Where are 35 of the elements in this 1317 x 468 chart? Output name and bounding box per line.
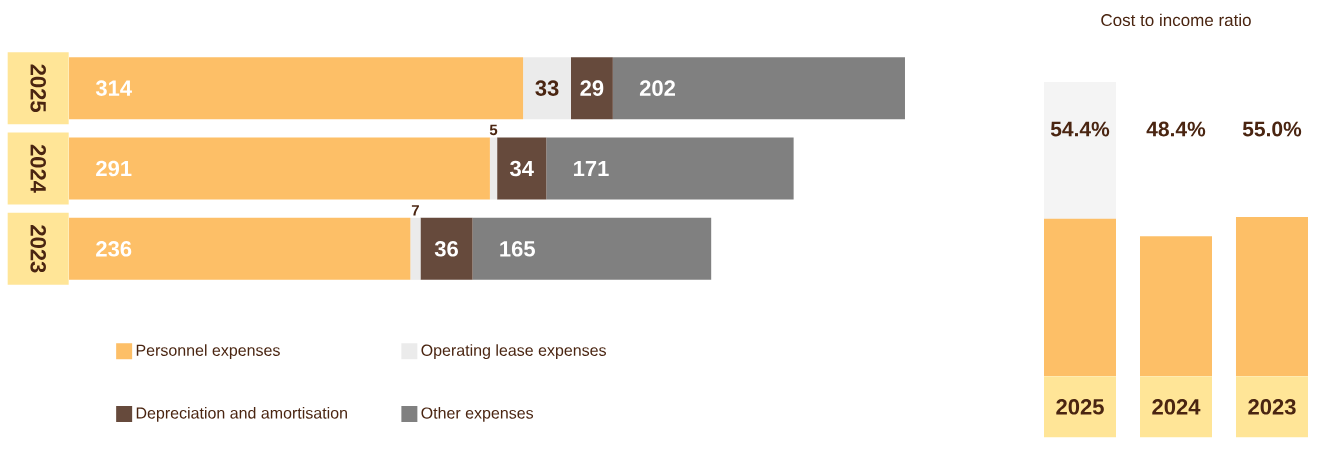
data-label: 29 — [580, 80, 604, 96]
bar — [546, 137, 794, 200]
y-tick-label: 2025 — [30, 64, 46, 113]
bar — [410, 217, 421, 280]
data-label: 36 — [434, 241, 458, 257]
x-tick-label: 2025 — [1056, 399, 1104, 415]
bar — [570, 57, 613, 120]
data-label: 48.4% — [1146, 121, 1206, 137]
bar — [472, 217, 712, 280]
y-tick-label: 2024 — [30, 144, 46, 193]
data-label: 314 — [95, 80, 132, 96]
bar — [612, 57, 905, 120]
data-label: 236 — [96, 241, 132, 257]
bar — [497, 137, 547, 200]
data-label: 55.0% — [1242, 121, 1302, 137]
legend-label: Depreciation and amortisation — [136, 406, 347, 422]
data-label: 34 — [509, 160, 534, 177]
data-label: 33 — [535, 80, 559, 96]
legend-label: Other expenses — [421, 406, 534, 422]
data-label: 7 — [411, 205, 419, 216]
data-label: 171 — [574, 160, 609, 177]
bar — [523, 57, 571, 120]
y-tick-label: 2023 — [30, 225, 46, 273]
legend-label: Operating lease expenses — [421, 344, 606, 360]
bar — [420, 217, 473, 280]
data-label: 165 — [500, 241, 535, 257]
chart-title: Cost to income ratio — [1101, 13, 1251, 27]
x-tick-label: 2023 — [1248, 399, 1296, 415]
legend-label: Personnel expenses — [136, 344, 280, 360]
data-label: 291 — [96, 160, 132, 177]
data-label: 202 — [639, 80, 675, 96]
data-label: 5 — [489, 124, 498, 136]
data-label: 54.4% — [1050, 121, 1110, 137]
x-tick-label: 2024 — [1152, 399, 1201, 415]
bar — [489, 137, 498, 200]
